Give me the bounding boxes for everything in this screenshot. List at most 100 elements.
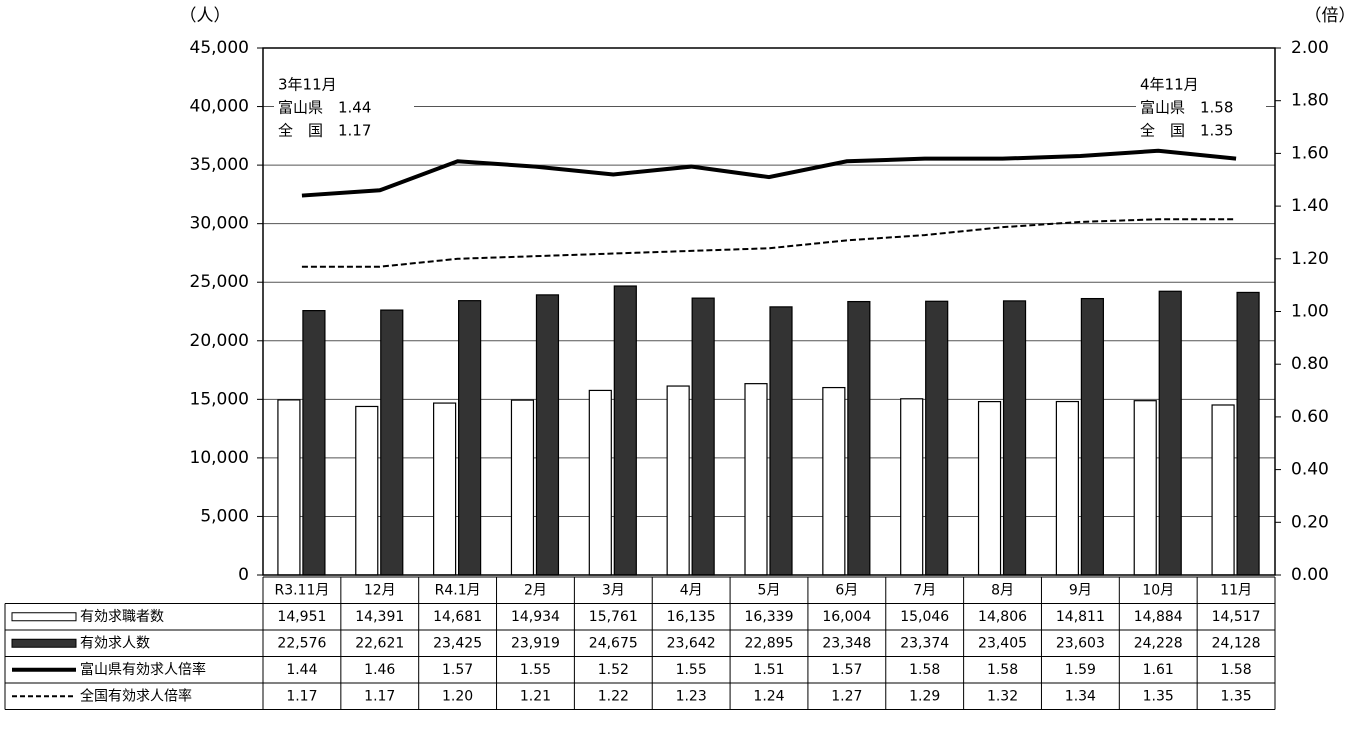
annotation: 4年11月 [1140,76,1199,94]
bar [302,310,326,576]
table-value: 16,004 [822,609,871,625]
legend-label: 富山県有効求人倍率 [80,661,206,678]
table-value: 24,128 [1212,635,1261,651]
annotation: 富山県 1.44 [278,99,371,117]
y2-tick-label: 0.00 [1291,565,1329,585]
legend-label: 全国有効求人倍率 [80,687,192,704]
bar [900,398,924,576]
y2-tick-label: 1.20 [1291,249,1329,269]
bar [822,386,846,576]
annotation-box [274,68,414,148]
x-tick-label: 8月 [991,582,1014,598]
table-value: 23,919 [511,635,560,651]
annotation: 3年11月 [278,76,337,94]
table-value: 22,576 [277,635,326,651]
table-value: 1.21 [520,688,551,704]
table-value: 1.29 [909,688,940,704]
y-tick-label: 15,000 [190,389,249,409]
table-value: 1.58 [1220,662,1251,678]
x-tick-label: 9月 [1069,582,1092,598]
table-value: 23,425 [433,635,482,651]
line [301,218,1237,268]
bar [277,399,301,576]
x-tick-label: 7月 [913,582,936,598]
table-value: 24,675 [589,635,638,651]
y2-tick-label: 2.00 [1291,38,1329,58]
table-value: 14,391 [355,609,404,625]
table-value: 14,811 [1056,609,1105,625]
bar [1002,300,1027,576]
bar [510,399,535,576]
y-tick-label: 0 [238,565,249,585]
table-value: 23,348 [822,635,871,651]
y-tick-label: 5,000 [200,506,249,526]
y2-tick-label: 0.80 [1291,354,1329,374]
table-value: 1.52 [598,662,629,678]
table-value: 16,135 [667,609,716,625]
bar [380,309,404,576]
bar [847,300,871,576]
y2-tick-label: 1.80 [1291,91,1329,111]
y2-tick-label: 0.60 [1291,407,1329,427]
table-value: 1.55 [676,662,707,678]
table-value: 1.57 [442,662,473,678]
bar [769,306,793,576]
table-value: 23,405 [978,635,1027,651]
table-value: 14,806 [978,609,1027,625]
table-value: 14,951 [277,609,326,625]
legend-label: 有効求人数 [80,635,150,651]
table-value: 23,603 [1056,635,1105,651]
bar [744,383,768,576]
y-axis-unit: （人） [180,6,231,26]
y2-tick-label: 1.00 [1291,302,1329,322]
annotation: 全 国 1.17 [278,122,371,140]
table-value: 15,761 [589,609,638,625]
bar [588,389,612,576]
table-value: 22,895 [745,635,794,651]
y2-axis-unit: （倍） [1305,6,1350,26]
table-value: 1.59 [1065,662,1096,678]
table-value: 1.61 [1143,662,1174,678]
table-value: 1.51 [753,662,784,678]
table-value: 1.17 [286,688,317,704]
table-value: 1.32 [987,688,1018,704]
y-tick-label: 30,000 [190,214,249,234]
line [301,148,1237,198]
x-tick-label: 11月 [1220,582,1252,598]
table-value: 1.27 [831,688,862,704]
legend-swatch [11,638,77,648]
bar [1055,400,1079,576]
bar [458,300,482,576]
table-value: 1.20 [442,688,473,704]
y2-tick-label: 1.40 [1291,196,1329,216]
table-value: 22,621 [355,635,404,651]
annotation-box [1136,68,1266,148]
y-tick-label: 20,000 [190,331,249,351]
table-value: 1.34 [1065,688,1096,704]
legend-label: 有効求職者数 [80,609,164,625]
bar [433,402,457,576]
y-tick-label: 45,000 [190,38,249,58]
bar [925,300,949,576]
y-tick-label: 25,000 [190,272,249,292]
table-value: 23,374 [900,635,949,651]
bar [1211,404,1235,576]
y2-tick-label: 0.40 [1291,460,1329,480]
table-value: 1.57 [831,662,862,678]
table-value: 1.44 [286,662,317,678]
table-value: 16,339 [745,609,794,625]
x-tick-label: R3.11月 [274,582,329,598]
table-value: 1.35 [1143,688,1174,704]
y2-tick-label: 1.60 [1291,143,1329,163]
table-value: 14,934 [511,609,560,625]
plot-frame [262,47,1276,576]
x-tick-label: 5月 [758,582,781,598]
bar [977,401,1002,576]
table-value: 1.24 [753,688,784,704]
y-tick-label: 40,000 [190,97,249,117]
x-tick-label: 10月 [1142,582,1174,598]
bar [613,285,637,576]
table-value: 1.58 [909,662,940,678]
table-value: 1.46 [364,662,395,678]
